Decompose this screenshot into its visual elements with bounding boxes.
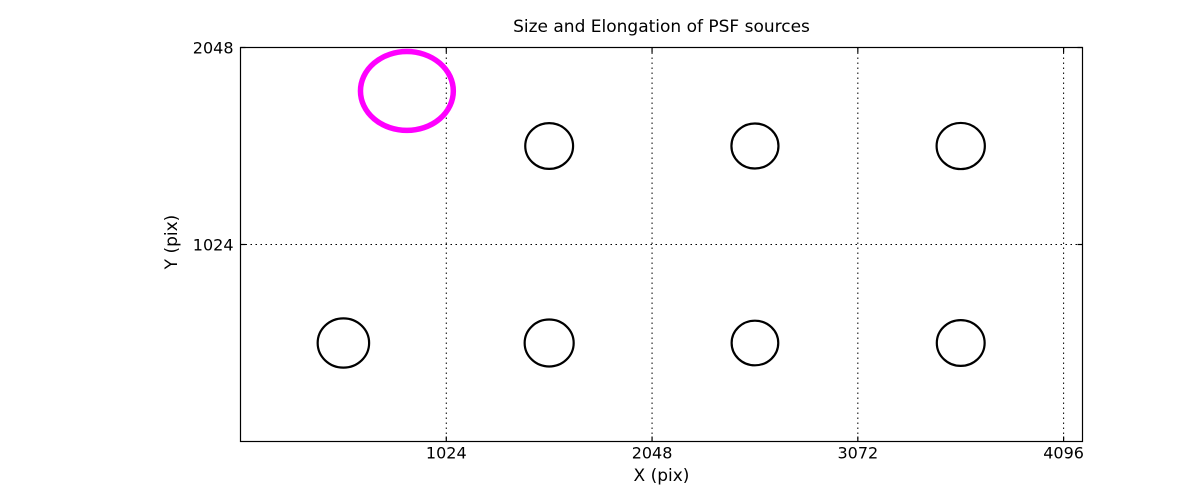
x-tick-label-3072: 3072 xyxy=(837,444,878,463)
psf-source-marker xyxy=(935,319,986,367)
psf-source-marker xyxy=(523,318,575,368)
psf-source-marker xyxy=(935,121,986,171)
psf-source-marker xyxy=(730,319,780,367)
y-tick-label-2048: 2048 xyxy=(193,39,234,58)
x-axis-label: X (pix) xyxy=(633,466,690,486)
psf-source-highlight-ellipse xyxy=(357,48,457,134)
psf-source-marker xyxy=(524,122,575,170)
x-tick-label-4096: 4096 xyxy=(1043,444,1084,463)
psf-source-marker xyxy=(316,317,371,369)
psf-source-marker xyxy=(730,122,780,170)
chart-title: Size and Elongation of PSF sources xyxy=(513,17,810,37)
x-tick-label-2048: 2048 xyxy=(632,444,673,463)
x-tick-label-1024: 1024 xyxy=(426,444,467,463)
y-tick-label-1024: 1024 xyxy=(193,236,234,255)
y-axis-label: Y (pix) xyxy=(162,214,182,270)
